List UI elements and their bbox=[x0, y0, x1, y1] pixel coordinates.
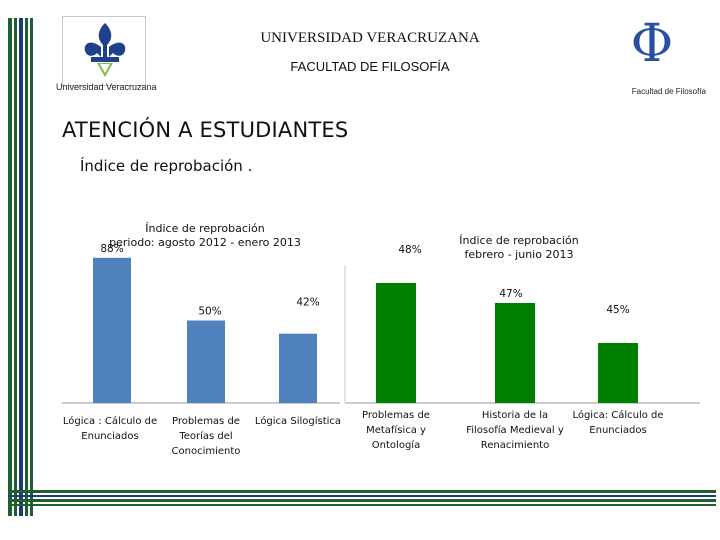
category-label: Problemas de bbox=[362, 410, 430, 421]
left-decorative-stripes bbox=[8, 18, 42, 516]
bar-value-label: 48% bbox=[398, 244, 421, 256]
chart-title-line: Índice de reprobación bbox=[145, 222, 264, 235]
stripe bbox=[8, 490, 716, 493]
stripe bbox=[8, 495, 716, 497]
category-label: Renacimiento bbox=[481, 440, 549, 451]
fleur-de-lis-icon bbox=[84, 23, 126, 77]
chart-title-line: febrero - junio 2013 bbox=[465, 248, 574, 261]
bar-value-label: 47% bbox=[499, 288, 522, 300]
page-subtitle: Índice de reprobación . bbox=[80, 157, 253, 175]
category-label: Teorías del bbox=[178, 430, 232, 442]
stripe bbox=[14, 18, 17, 516]
bar-value-label: 50% bbox=[198, 306, 221, 318]
bar-value-label: 42% bbox=[296, 297, 319, 309]
right-logo-caption: Facultad de Filosofía bbox=[631, 87, 706, 96]
bottom-decorative-stripes bbox=[8, 490, 716, 520]
stripe bbox=[8, 499, 716, 502]
category-label: Filosofía Medieval y bbox=[466, 424, 564, 436]
stripe bbox=[30, 18, 33, 516]
phi-glyph: Φ bbox=[631, 14, 674, 70]
bar bbox=[93, 257, 131, 403]
university-name: UNIVERSIDAD VERACRUZANA bbox=[260, 30, 480, 46]
category-label: Enunciados bbox=[81, 431, 138, 442]
bar bbox=[187, 320, 225, 403]
bar-value-label: 88% bbox=[100, 243, 123, 255]
category-label: Enunciados bbox=[589, 425, 646, 436]
stripe bbox=[19, 18, 23, 516]
category-label: Lógica: Cálculo de bbox=[572, 409, 663, 421]
chart-title-line: periodo: agosto 2012 - enero 2013 bbox=[109, 236, 301, 249]
bar bbox=[376, 283, 416, 403]
category-label: Metafísica y bbox=[366, 424, 426, 436]
category-label: Lógica Silogística bbox=[255, 415, 341, 427]
stripe bbox=[8, 504, 716, 506]
phi-icon: Φ bbox=[631, 14, 674, 74]
facultad-filosofia-logo: Φ bbox=[616, 14, 688, 74]
category-label: Problemas de bbox=[172, 416, 240, 427]
bar-value-label: 45% bbox=[606, 304, 629, 316]
stripe bbox=[8, 18, 12, 516]
chart-title-line: Índice de reprobación bbox=[459, 234, 578, 247]
universidad-veracruzana-logo bbox=[62, 16, 146, 86]
category-label: Lógica : Cálculo de bbox=[63, 415, 157, 427]
category-label: Conocimiento bbox=[172, 446, 241, 457]
page-title: ATENCIÓN A ESTUDIANTES bbox=[62, 118, 349, 142]
bar bbox=[598, 343, 638, 403]
stripe bbox=[25, 18, 28, 516]
faculty-name: FACULTAD DE FILOSOFÍA bbox=[290, 59, 450, 74]
category-label: Historia de la bbox=[482, 410, 548, 421]
left-logo-caption: Universidad Veracruzana bbox=[56, 82, 157, 92]
bar bbox=[495, 303, 535, 403]
bar bbox=[279, 333, 317, 403]
category-label: Ontología bbox=[372, 439, 420, 451]
